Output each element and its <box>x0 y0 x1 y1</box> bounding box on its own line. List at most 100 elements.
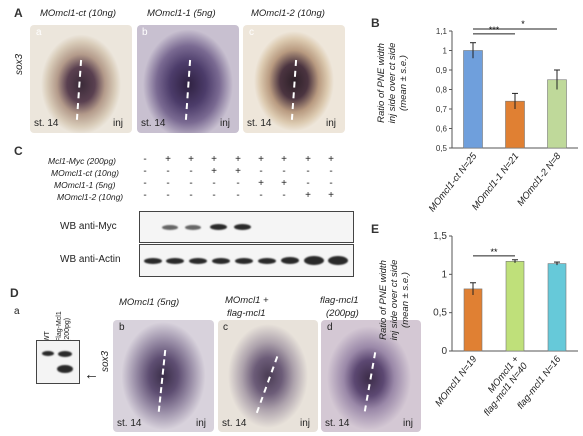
panel-a-marker-label: sox3 <box>14 53 25 75</box>
panel-a-sub-b: b <box>142 27 148 38</box>
gel-sign: + <box>211 166 217 177</box>
significance-label-2: * <box>521 19 525 29</box>
panel-a-letter: A <box>14 6 23 20</box>
y-tick-label: 1 <box>443 47 448 56</box>
gel-row-label: MOmcl1-2 (10ng) <box>57 192 124 202</box>
flag-band-arrow-icon: ← <box>84 366 99 383</box>
stage-label-a: st. 14 <box>34 118 59 129</box>
embryo-image-c <box>243 25 345 133</box>
panel-d-title-2b: flag-mcl1 <box>227 308 266 319</box>
gel-sign: - <box>143 154 147 165</box>
significance-label-1: *** <box>489 25 500 35</box>
gel-row-label: MOmcl1-ct (10ng) <box>51 168 120 178</box>
x-tick-label: MOmcl1 N=19 <box>433 354 480 409</box>
gel-sign: - <box>329 178 333 189</box>
y-tick-label: 0,6 <box>436 125 448 134</box>
panel-a-sub-c: c <box>249 27 254 38</box>
stage-label-d-c: st. 14 <box>222 418 247 429</box>
inj-label-d-d: inj <box>403 418 414 429</box>
gel-sign: - <box>212 178 216 189</box>
embryo-image-d-b <box>113 320 214 432</box>
y-tick-label: 0,8 <box>436 86 448 95</box>
panel-d-marker-label: sox3 <box>100 350 111 372</box>
y-tick-label: 1,1 <box>436 27 448 36</box>
panel-d-letter: D <box>10 286 19 300</box>
gel-sign: - <box>306 178 310 189</box>
stage-label-d-b: st. 14 <box>117 418 142 429</box>
gel-sign: - <box>259 190 263 201</box>
panel-d-title-3b: (200pg) <box>326 308 359 319</box>
gel-sign: - <box>236 178 240 189</box>
bar <box>547 79 567 149</box>
gel-sign: + <box>281 178 287 189</box>
chart-e-ylabel-line2: inj side over ct side <box>389 259 400 341</box>
gel-sign: + <box>211 154 217 165</box>
flag-mcl1-dose-label: (200pg) <box>64 317 71 342</box>
panel-a-title-3: MOmcl1-2 (10ng) <box>251 8 325 19</box>
inj-label-a: inj <box>113 118 124 129</box>
embryo-image-a <box>30 25 132 133</box>
panel-a-sub-a: a <box>36 27 42 38</box>
panel-d-sub-b: b <box>119 322 125 333</box>
gel-sign: - <box>189 178 193 189</box>
panel-d-title-2a: MOmcl1 + <box>225 295 269 306</box>
gel-sign: + <box>328 154 334 165</box>
gel-sign: - <box>166 178 170 189</box>
panel-a-title-2: MOmcl1-1 (5ng) <box>147 8 216 19</box>
panel-d-title-3a: flag-mcl1 <box>320 295 359 306</box>
western-blot-actin <box>139 244 354 277</box>
gel-sign: + <box>305 190 311 201</box>
western-blot-flag <box>36 340 80 384</box>
bar <box>547 263 567 352</box>
gel-sign: - <box>166 166 170 177</box>
y-tick-label: 0 <box>441 346 447 357</box>
inj-label-d-c: inj <box>300 418 311 429</box>
panel-a-title-1: MOmcl1-ct (10ng) <box>40 8 117 19</box>
gel-sign: - <box>282 166 286 177</box>
panel-e-letter: E <box>371 222 380 236</box>
gel-sign: - <box>282 190 286 201</box>
chart-e-ylabel-line1: Ratio of PNE width <box>378 260 389 340</box>
x-tick-label: MOmcl1-2 N=8 <box>515 151 564 209</box>
gel-sign: - <box>189 190 193 201</box>
y-tick-label: 0,5 <box>436 144 448 153</box>
gel-sign: - <box>143 178 147 189</box>
panel-b-letter: B <box>371 16 380 30</box>
significance-label: ** <box>490 247 498 257</box>
panel-d-sub-c: c <box>223 322 228 333</box>
x-tick-label: MOmcl1-1 N=21 <box>470 151 521 212</box>
gel-sign: + <box>235 166 241 177</box>
panel-d-sub-d: d <box>327 322 333 333</box>
chart-b-ylabel-line1: Ratio of PNE width <box>376 43 387 123</box>
flag-mcl1-label: Flag-Mcl1 <box>56 311 63 342</box>
gel-sign: + <box>328 190 334 201</box>
gel-sign: - <box>189 166 193 177</box>
gel-sign: + <box>165 154 171 165</box>
gel-sign: - <box>143 190 147 201</box>
western-blot-myc <box>139 211 354 243</box>
embryo-image-b <box>137 25 239 133</box>
chart-b-ylabel-line2: inj side over ct side <box>387 42 398 124</box>
gel-sign: - <box>166 190 170 201</box>
gel-sign: + <box>188 154 194 165</box>
y-tick-label: 1 <box>441 269 447 280</box>
inj-label-b: inj <box>220 118 231 129</box>
gel-sign: + <box>235 154 241 165</box>
panel-d-title-1: MOmcl1 (5ng) <box>119 297 180 308</box>
gel-sign: - <box>306 166 310 177</box>
inj-label-d-b: inj <box>196 418 207 429</box>
gel-sign: + <box>305 154 311 165</box>
embryo-image-d-d <box>321 320 421 432</box>
y-tick-label: 0,9 <box>436 66 448 75</box>
panel-c-letter: C <box>14 144 23 158</box>
gel-sign: + <box>258 154 264 165</box>
y-tick-label: 1,5 <box>433 231 447 242</box>
blot-actin-label: WB anti-Actin <box>60 254 121 265</box>
gel-sign: + <box>281 154 287 165</box>
bar <box>463 50 483 149</box>
gel-sign: - <box>236 190 240 201</box>
embryo-image-d-c <box>218 320 318 432</box>
gel-sign: - <box>212 190 216 201</box>
gel-sign: - <box>329 166 333 177</box>
